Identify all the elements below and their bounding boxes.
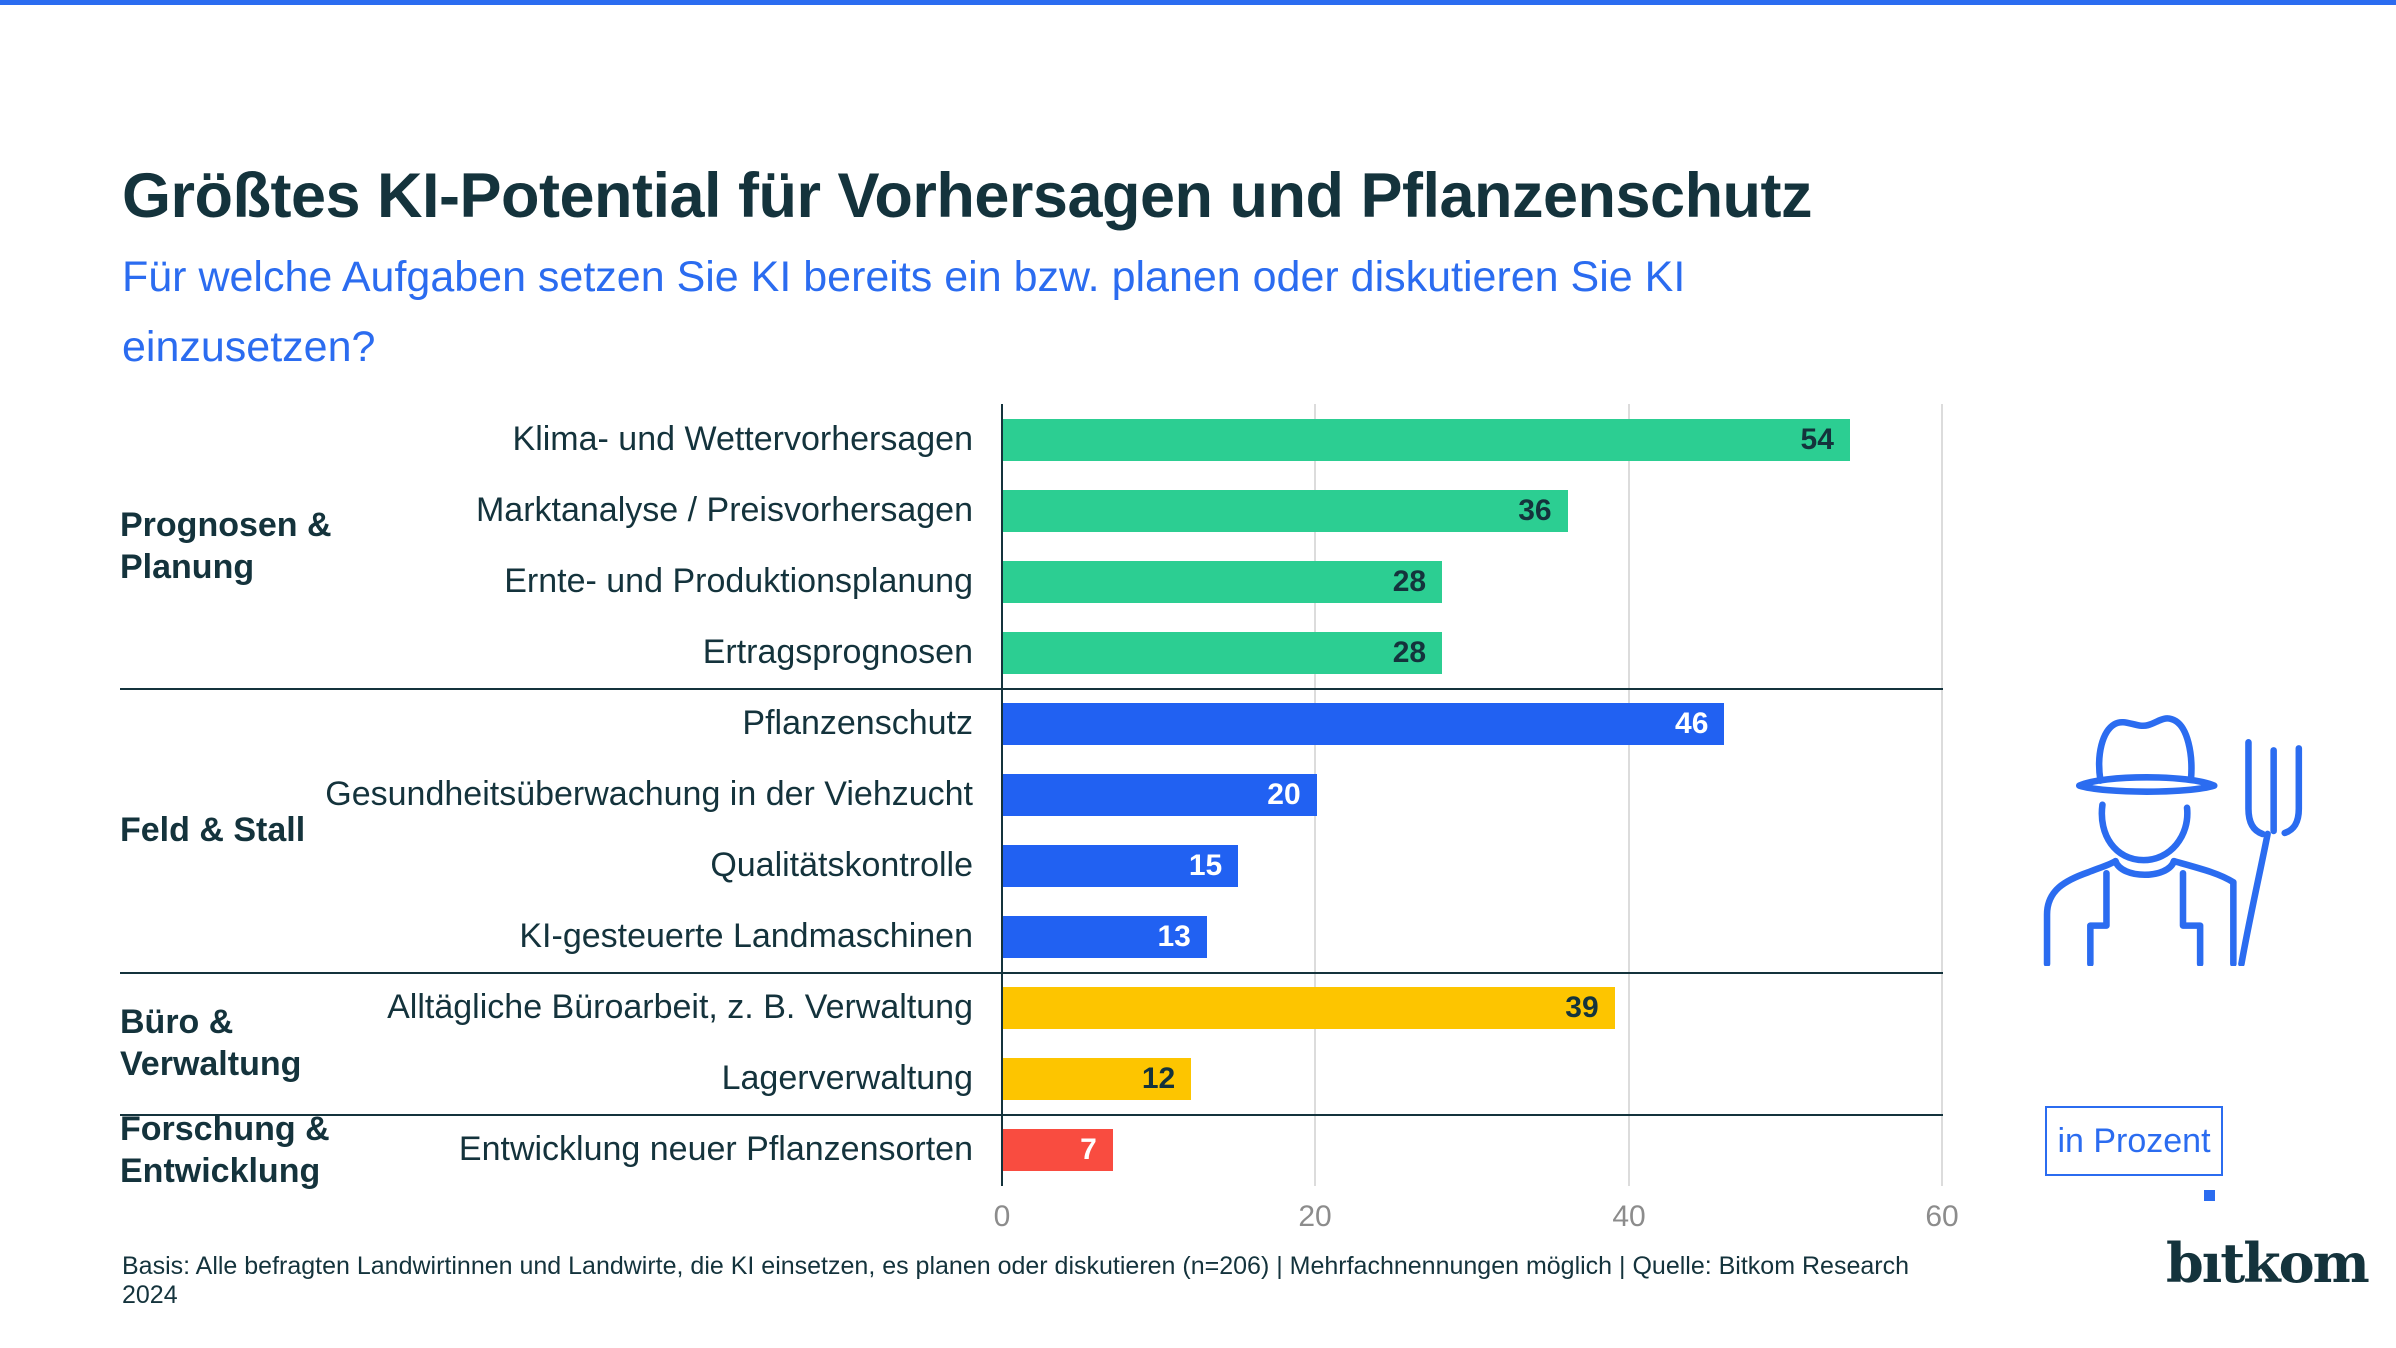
bitkom-logo: bı tkom (2166, 1190, 2370, 1290)
row-label: Ertragsprognosen (702, 633, 973, 671)
bar-value-label: 20 (1267, 777, 1301, 811)
bar-value-label: 28 (1392, 564, 1427, 598)
row-label: Alltägliche Büroarbeit, z. B. Verwaltung (387, 988, 973, 1026)
table-row: Marktanalyse / Preisvorhersagen 36 (120, 475, 1943, 546)
bar-zone: 28 (1003, 560, 1944, 603)
bar-value-label: 15 (1188, 848, 1223, 882)
logo-i-with-blue-dot: ı (2202, 1190, 2222, 1290)
table-row: Qualitätskontrolle 15 (120, 830, 1943, 901)
bar: 46 (1003, 702, 1725, 745)
bar-value-label: 12 (1141, 1061, 1176, 1095)
bar-value-label: 7 (1080, 1132, 1097, 1166)
zero-axis-line (1001, 404, 1003, 1186)
category-label-prognosen-planung: Prognosen & Planung (120, 404, 450, 688)
logo-blue-dot (2203, 1190, 2215, 1201)
bar-zone: 7 (1003, 1128, 1944, 1171)
bar: 7 (1003, 1128, 1113, 1171)
logo-text: tkom (2220, 1231, 2370, 1295)
bar-zone: 15 (1003, 844, 1944, 887)
bar-value-label: 46 (1675, 706, 1709, 740)
unit-legend-badge: in Prozent (2045, 1106, 2223, 1176)
category-label-line: Feld & Stall (120, 811, 306, 849)
bar: 39 (1003, 986, 1615, 1029)
subtitle-line: einzusetzen? (122, 323, 376, 371)
category-label-line: Forschung & (120, 1110, 330, 1148)
bar: 15 (1003, 844, 1239, 887)
table-row: Lagerverwaltung 12 (120, 1043, 1943, 1114)
bar: 36 (1003, 489, 1568, 532)
table-row: Pflanzenschutz 46 (120, 688, 1943, 759)
category-label-line: Prognosen & (120, 506, 332, 544)
table-row: Klima- und Wettervorhersagen 54 (120, 404, 1943, 475)
category-label-line: Büro & (120, 1003, 234, 1041)
row-label: Marktanalyse / Preisvorhersagen (475, 491, 973, 529)
table-row: Alltägliche Büroarbeit, z. B. Verwaltung… (120, 972, 1943, 1043)
bar-zone: 28 (1003, 631, 1944, 674)
bar-zone: 20 (1003, 773, 1944, 816)
x-axis-ticks: 0 20 40 60 (120, 1200, 1959, 1240)
bar-value-label: 28 (1392, 635, 1427, 669)
logo-text: b (2166, 1231, 2204, 1295)
group-divider (120, 972, 1943, 974)
row-label: Gesundheitsüberwachung in der Viehzucht (325, 775, 973, 813)
group-divider (120, 1114, 1943, 1116)
bar-zone: 36 (1003, 489, 1944, 532)
bar: 54 (1003, 418, 1850, 461)
chart-question-subtitle: Für welche Aufgaben setzen Sie KI bereit… (122, 242, 2022, 382)
bar-zone: 39 (1003, 986, 1944, 1029)
bar-value-label: 39 (1565, 990, 1599, 1024)
bar-chart: Prognosen & Planung Feld & Stall Büro & … (120, 404, 1959, 1233)
chart-rows: Klima- und Wettervorhersagen 54 Marktana… (120, 404, 1943, 1186)
category-label-feld-stall: Feld & Stall (120, 688, 450, 972)
logo-text: ı (2201, 1231, 2222, 1295)
row-label: KI-gesteuerte Landmaschinen (519, 917, 973, 955)
row-label: Klima- und Wettervorhersagen (512, 420, 973, 458)
farmer-with-pitchfork-icon (2042, 712, 2324, 966)
row-label: Entwicklung neuer Pflanzensorten (458, 1130, 973, 1168)
x-tick-60: 60 (1925, 1200, 1959, 1233)
category-label-line: Planung (120, 548, 255, 586)
table-row: Gesundheitsüberwachung in der Viehzucht … (120, 759, 1943, 830)
category-label-line: Entwicklung (120, 1152, 321, 1190)
x-tick-0: 0 (993, 1200, 1011, 1233)
group-divider (120, 688, 1943, 690)
unit-legend-label: in Prozent (2057, 1121, 2211, 1160)
bar: 28 (1003, 631, 1443, 674)
row-label: Pflanzenschutz (742, 704, 973, 742)
bar-zone: 54 (1003, 418, 1944, 461)
bar: 28 (1003, 560, 1443, 603)
row-label: Qualitätskontrolle (710, 846, 973, 884)
top-accent-bar (0, 0, 2396, 5)
bar: 13 (1003, 915, 1207, 958)
table-row: Entwicklung neuer Pflanzensorten 7 (120, 1114, 1943, 1185)
bar-zone: 13 (1003, 915, 1944, 958)
gridline-60 (1941, 404, 1943, 1186)
x-tick-20: 20 (1298, 1200, 1332, 1233)
bar: 20 (1003, 773, 1317, 816)
bar-zone: 46 (1003, 702, 1944, 745)
x-tick-40: 40 (1612, 1200, 1646, 1233)
bar-value-label: 54 (1800, 422, 1834, 456)
bar-value-label: 13 (1157, 919, 1191, 953)
bar: 12 (1003, 1057, 1192, 1100)
category-label-forschung-entwicklung: Forschung & Entwicklung (120, 1110, 450, 1190)
table-row: KI-gesteuerte Landmaschinen 13 (120, 901, 1943, 972)
table-row: Ernte- und Produktionsplanung 28 (120, 546, 1943, 617)
bar-zone: 12 (1003, 1057, 1944, 1100)
table-row: Ertragsprognosen 28 (120, 617, 1943, 688)
gridline-40 (1628, 404, 1630, 1186)
row-label: Ernte- und Produktionsplanung (504, 562, 973, 600)
source-note: Basis: Alle befragten Landwirtinnen und … (122, 1252, 1909, 1309)
page-title: Größtes KI-Potential für Vorhersagen und… (122, 161, 1813, 232)
subtitle-line: Für welche Aufgaben setzen Sie KI bereit… (122, 253, 1686, 301)
bar-value-label: 36 (1518, 493, 1552, 527)
category-label-buero-verwaltung: Büro & Verwaltung (120, 972, 450, 1114)
category-label-line: Verwaltung (120, 1045, 302, 1083)
row-label: Lagerverwaltung (721, 1059, 973, 1097)
